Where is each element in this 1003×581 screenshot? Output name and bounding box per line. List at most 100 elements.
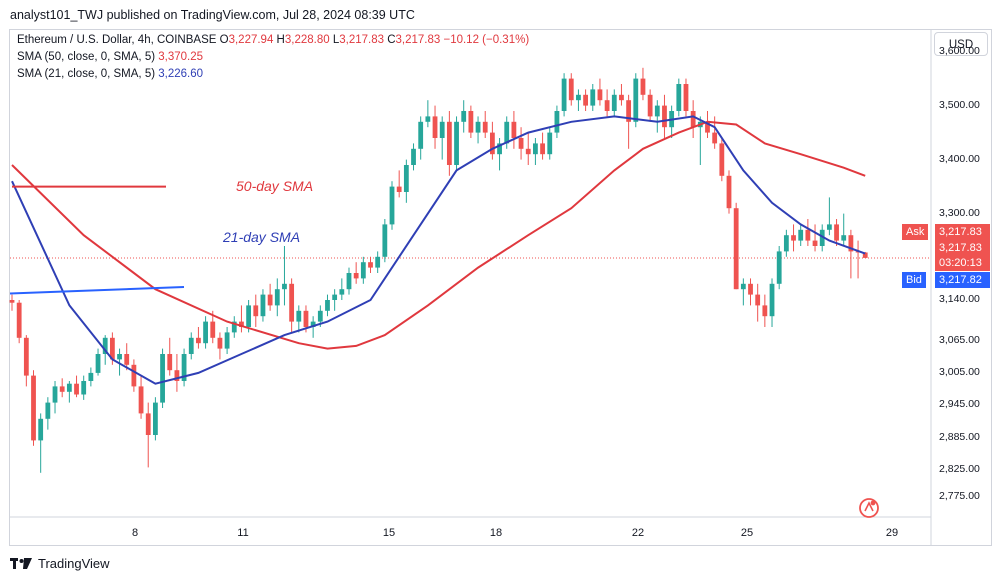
date-tick-label: 11: [237, 527, 249, 539]
candles-layer: [9, 67, 868, 473]
legend-change: −10.12 (−0.31%): [443, 34, 530, 46]
candle-body: [396, 186, 402, 192]
candle-body: [425, 116, 431, 122]
candle-body: [368, 262, 373, 268]
candle-body: [468, 111, 474, 133]
candle-body: [798, 229, 804, 241]
candle-body: [554, 111, 560, 133]
candle-body: [124, 354, 130, 365]
candle-body: [117, 354, 122, 360]
publish-info: analyst101_TWJ published on TradingView.…: [10, 8, 415, 22]
candle-body: [203, 321, 208, 344]
legend-symbol: Ethereum / U.S. Dollar, 4h, COINBASE: [17, 34, 217, 46]
candle-body: [561, 78, 567, 111]
candle-body: [712, 132, 718, 144]
legend-low: 3,217.83: [339, 34, 384, 46]
candle-body: [619, 94, 624, 101]
axes-layer: [10, 30, 932, 545]
candle-body: [590, 89, 596, 106]
candle-body: [576, 94, 581, 101]
sma21-annotation: 21-day SMA: [223, 229, 301, 245]
legend-c-label: C: [387, 34, 396, 46]
candle-body: [683, 84, 689, 111]
candle-body: [461, 111, 467, 122]
candle-body: [826, 224, 832, 230]
candle-body: [282, 283, 287, 290]
candle-body: [332, 294, 338, 300]
candle-body: [769, 283, 775, 317]
candle-body: [533, 143, 538, 155]
candle-body: [160, 354, 165, 403]
legend-sma21-value: 3,226.60: [158, 68, 204, 80]
candle-body: [74, 383, 79, 395]
ask-tag: Ask: [902, 224, 929, 240]
candle-body: [38, 418, 44, 441]
candle-body: [389, 186, 395, 225]
candle-body: [138, 386, 144, 414]
candle-body: [439, 121, 445, 138]
reference-lines-layer: [9, 185, 185, 295]
candle-body: [418, 121, 424, 149]
ask-value: 3,217.83: [935, 224, 990, 240]
candle-body: [547, 132, 553, 155]
legend-sma21-label: SMA (21, close, 0, SMA, 5): [17, 68, 156, 80]
candle-body: [52, 386, 58, 403]
candle-body: [9, 300, 15, 303]
candle-body: [296, 310, 302, 322]
legend-l-label: L: [332, 34, 340, 46]
alert-icon[interactable]: [858, 497, 880, 519]
sma21-reference-line: [9, 286, 185, 295]
candle-body: [834, 224, 839, 241]
candle-body: [726, 175, 732, 209]
candle-body: [511, 121, 517, 138]
candle-body: [432, 116, 438, 138]
date-tick-label: 8: [131, 527, 139, 539]
candle-body: [167, 354, 173, 371]
last-price-value: 3,217.83: [935, 240, 990, 256]
candle-body: [633, 78, 639, 122]
candle-body: [525, 148, 531, 155]
price-tick-label: 2,945.00: [939, 398, 980, 411]
candle-body: [317, 310, 323, 322]
candle-body: [360, 262, 366, 279]
candle-body: [841, 235, 847, 241]
candle-body: [446, 121, 452, 165]
candle-body: [188, 337, 194, 354]
legend-sma50-row[interactable]: SMA (50, close, 0, SMA, 5) 3,370.25: [17, 51, 203, 63]
candle-body: [791, 235, 796, 241]
candle-body: [267, 294, 273, 306]
candle-body: [81, 381, 87, 395]
candle-body: [597, 89, 603, 101]
candle-body: [482, 121, 488, 133]
legend-sma21-row[interactable]: SMA (21, close, 0, SMA, 5) 3,226.60: [17, 68, 203, 80]
price-tick-label: 3,600.00: [939, 44, 980, 57]
legend-o-label: O: [219, 34, 229, 46]
candle-body: [16, 302, 22, 338]
currency-button[interactable]: USD: [934, 32, 988, 56]
chart-frame[interactable]: [9, 29, 992, 546]
candle-body: [805, 229, 811, 241]
candle-body: [568, 78, 574, 101]
candle-body: [95, 354, 101, 373]
candle-body: [102, 337, 108, 354]
candle-body: [325, 300, 330, 311]
candle-body: [246, 305, 252, 327]
candle-body: [762, 305, 768, 317]
candle-body: [475, 121, 481, 133]
sma21-line: [11, 115, 866, 385]
price-tick-label: 3,500.00: [939, 98, 980, 111]
date-tick-label: 15: [382, 527, 396, 539]
candle-body: [353, 273, 359, 279]
candle-body: [224, 332, 230, 349]
candle-body: [862, 252, 868, 258]
candle-body: [497, 143, 502, 155]
date-tick-label: 29: [885, 527, 899, 539]
candle-body: [611, 94, 617, 111]
price-tick-label: 2,775.00: [939, 490, 980, 503]
candle-body: [783, 235, 789, 252]
candle-body: [310, 321, 316, 327]
candle-body: [274, 289, 280, 306]
candle-body: [489, 132, 495, 155]
legend-h-label: H: [276, 34, 285, 46]
